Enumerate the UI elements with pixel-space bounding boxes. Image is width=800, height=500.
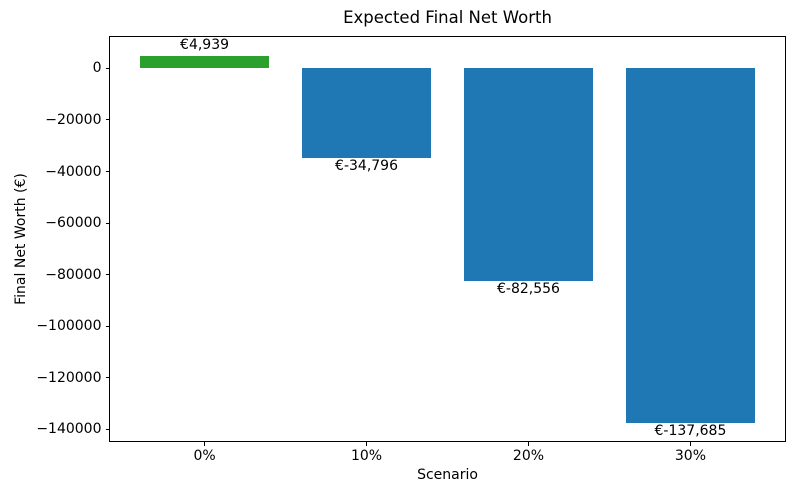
y-tick-label: −120000 xyxy=(36,369,102,386)
y-tick-mark xyxy=(105,171,109,172)
bar-value-label-30%: €-137,685 xyxy=(654,423,727,440)
y-tick-mark xyxy=(105,377,109,379)
y-tick-label: −60000 xyxy=(45,215,102,232)
x-tick-label-10%: 10% xyxy=(350,448,383,464)
x-tick-mark xyxy=(689,442,691,446)
x-axis-label: Scenario xyxy=(417,467,478,483)
bar-value-label-0%: €4,939 xyxy=(180,37,230,54)
x-tick-label-20%: 20% xyxy=(512,448,545,464)
y-tick-label: −20000 xyxy=(45,111,102,128)
x-tick-label-30%: 30% xyxy=(674,448,706,464)
y-tick-label: −80000 xyxy=(45,266,102,283)
y-tick-mark xyxy=(105,428,109,430)
x-tick-mark xyxy=(527,442,529,446)
bar-10% xyxy=(301,68,432,159)
y-axis-label: Final Net Worth (€) xyxy=(13,173,29,305)
bar-30% xyxy=(625,68,756,424)
chart-title: Expected Final Net Worth xyxy=(343,8,552,27)
y-tick-label: 0 xyxy=(92,60,102,77)
y-tick-mark xyxy=(105,67,109,69)
x-tick-mark xyxy=(204,442,206,446)
x-tick-mark xyxy=(366,442,368,446)
bar-20% xyxy=(463,68,594,282)
y-tick-label: −140000 xyxy=(36,421,102,438)
bar-0% xyxy=(139,55,270,69)
y-tick-mark xyxy=(105,119,109,121)
y-tick-mark xyxy=(105,325,109,327)
bar-value-label-10%: €-34,796 xyxy=(335,158,398,175)
y-tick-label: −40000 xyxy=(45,163,102,180)
y-tick-label: −100000 xyxy=(36,318,102,335)
y-tick-mark xyxy=(105,274,109,276)
bar-value-label-20%: €-82,556 xyxy=(496,281,560,298)
x-tick-label-0%: 0% xyxy=(193,448,216,464)
y-tick-mark xyxy=(105,222,109,224)
